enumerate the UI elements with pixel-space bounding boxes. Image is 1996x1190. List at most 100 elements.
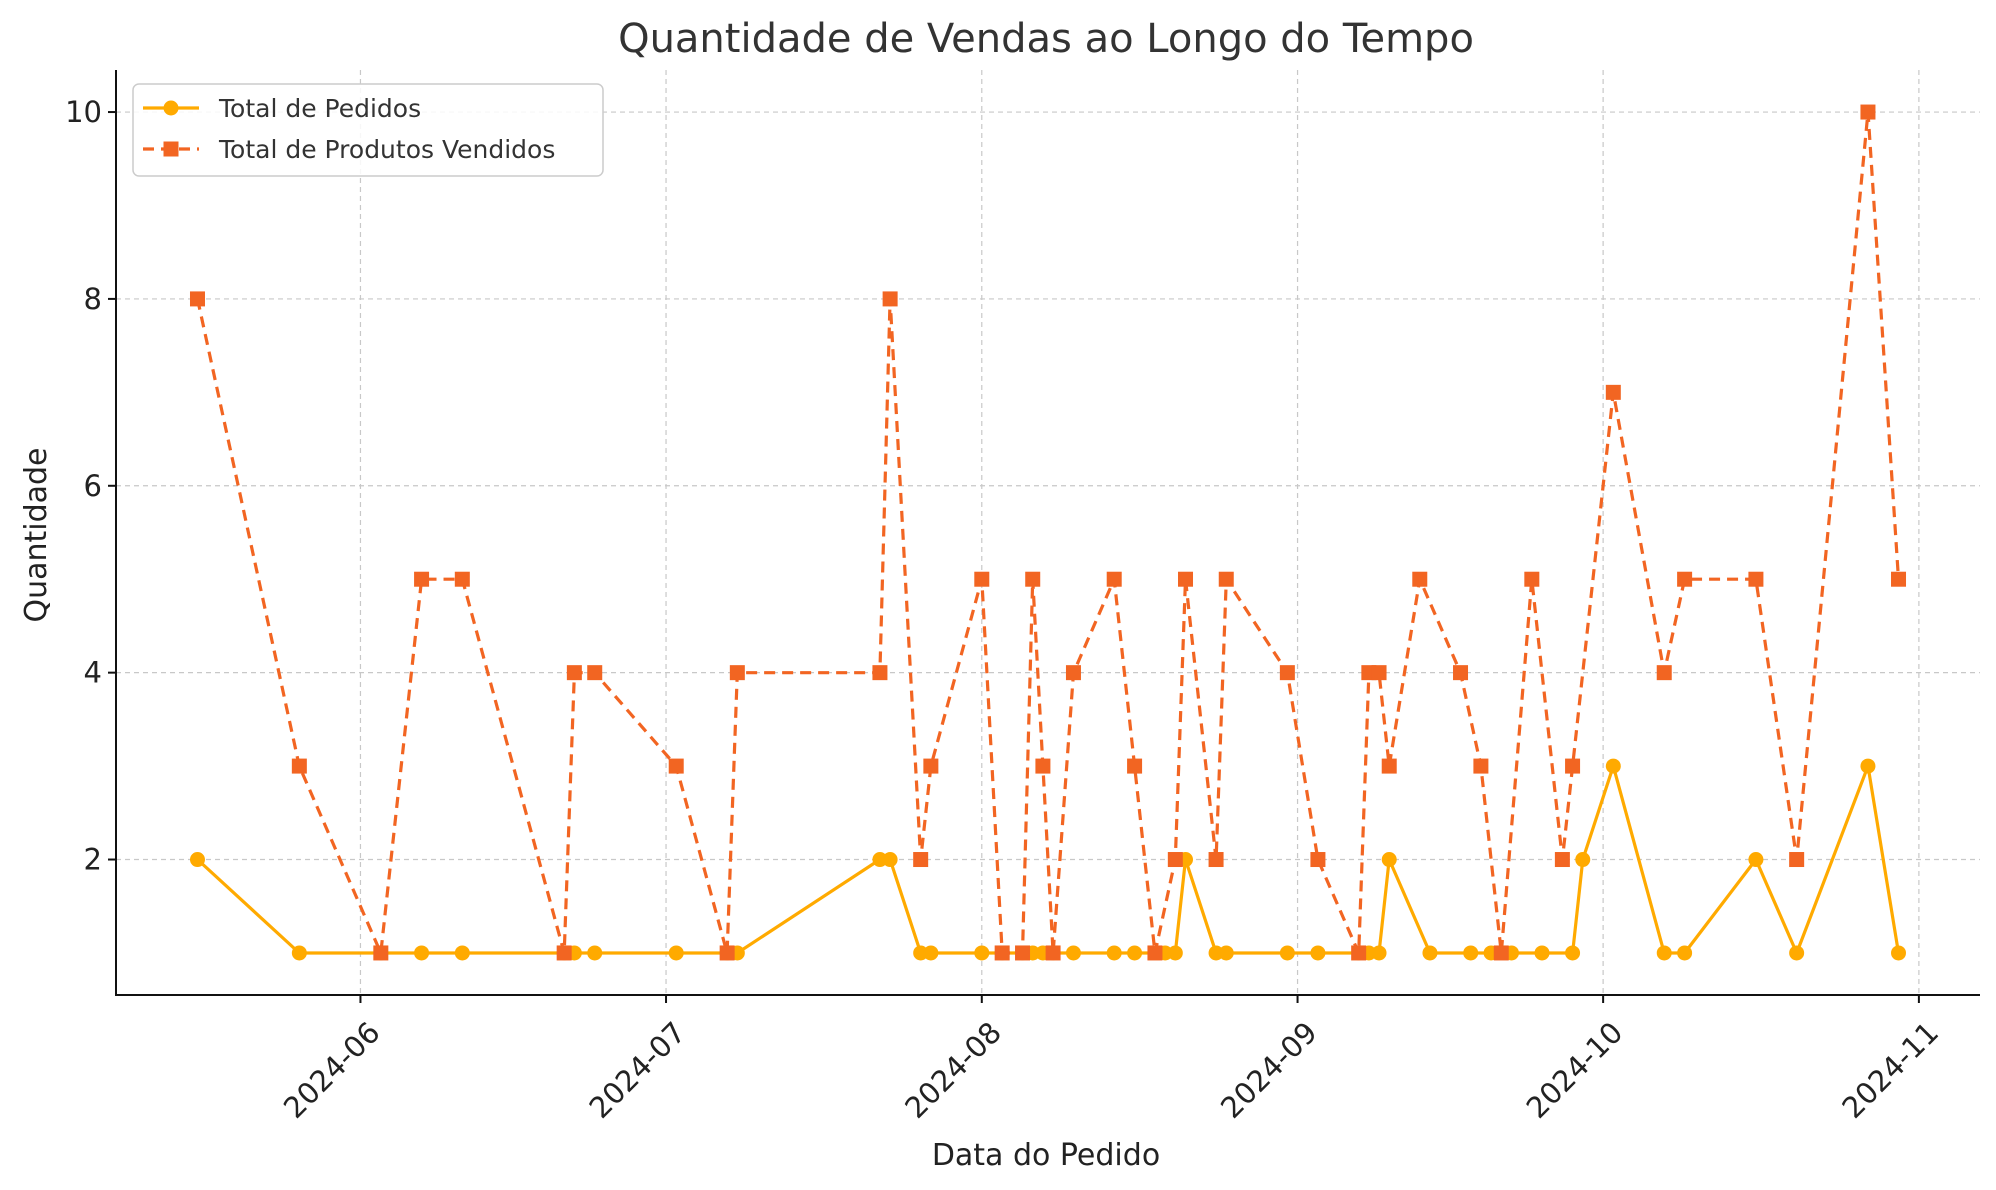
- y-tick-label: 2: [84, 843, 102, 877]
- data-point-square: [1860, 104, 1876, 120]
- data-point-square: [1891, 571, 1907, 587]
- grid: [116, 70, 1980, 995]
- data-point-square: [587, 665, 603, 681]
- series-layer: [189, 104, 1907, 961]
- axis-spines: [115, 70, 1980, 996]
- data-point-square: [1565, 758, 1581, 774]
- x-axis-label: Data do Pedido: [932, 1138, 1160, 1173]
- data-point-square: [882, 291, 898, 307]
- data-point-square: [1167, 852, 1183, 868]
- x-tick-label: 2024-07: [583, 1015, 693, 1125]
- data-point-circle: [1891, 945, 1907, 961]
- data-point-circle: [1656, 945, 1672, 961]
- data-point-circle: [1422, 945, 1438, 961]
- data-point-circle: [1748, 852, 1764, 868]
- data-point-circle: [1279, 945, 1295, 961]
- x-tick-label: 2024-08: [898, 1015, 1008, 1125]
- data-point-square: [1748, 571, 1764, 587]
- data-point-circle: [1127, 945, 1143, 961]
- data-point-circle: [1463, 945, 1479, 961]
- data-point-circle: [454, 945, 470, 961]
- y-tick-label: 6: [84, 469, 102, 503]
- data-point-square: [719, 945, 735, 961]
- axes: 2 4 6 8 10 2024-06 2024-07 2024-08 2024-09 2024-1…: [65, 70, 1980, 1125]
- data-point-square: [1279, 665, 1295, 681]
- y-tick-label: 4: [84, 656, 102, 690]
- data-point-square: [1473, 758, 1489, 774]
- data-point-square: [923, 758, 939, 774]
- data-point-square: [1035, 758, 1051, 774]
- data-point-square: [1453, 665, 1469, 681]
- data-point-square: [974, 571, 990, 587]
- y-axis-label: Quantidade: [19, 447, 54, 622]
- data-point-square: [1493, 945, 1509, 961]
- data-point-square: [1789, 852, 1805, 868]
- data-point-square: [1524, 571, 1540, 587]
- data-point-square: [994, 945, 1010, 961]
- x-tick-label: 2024-06: [277, 1015, 387, 1125]
- legend: Total de Pedidos Total de Produtos Vendid…: [132, 83, 604, 177]
- data-point-circle: [189, 852, 205, 868]
- data-point-circle: [1565, 945, 1581, 961]
- data-point-square: [1025, 571, 1041, 587]
- y-tick-label: 8: [84, 282, 102, 316]
- data-point-circle: [587, 945, 603, 961]
- series-line-2: [195, 110, 1901, 955]
- data-point-square: [1065, 665, 1081, 681]
- data-point-square: [373, 945, 389, 961]
- data-point-circle: [291, 945, 307, 961]
- legend-box: [132, 83, 604, 177]
- data-point-circle: [1218, 945, 1234, 961]
- data-point-square: [1045, 945, 1061, 961]
- data-point-circle: [1310, 945, 1326, 961]
- data-point-circle: [414, 945, 430, 961]
- data-point-square: [189, 291, 205, 307]
- data-point-square: [1310, 852, 1326, 868]
- data-point-circle: [1575, 852, 1591, 868]
- chart-title: Quantidade de Vendas ao Longo do Tempo: [618, 16, 1474, 62]
- data-point-square: [1208, 852, 1224, 868]
- data-point-square: [872, 665, 888, 681]
- legend-marker-square: [163, 141, 179, 157]
- data-point-square: [729, 665, 745, 681]
- data-point-square: [1677, 571, 1693, 587]
- data-point-square: [1351, 945, 1367, 961]
- legend-label: Total de Produtos Vendidos: [218, 135, 555, 164]
- data-point-circle: [974, 945, 990, 961]
- legend-label: Total de Pedidos: [218, 94, 421, 123]
- data-point-square: [1218, 571, 1234, 587]
- x-tick-label: 2024-09: [1214, 1015, 1324, 1125]
- x-tick-label: 2024-11: [1835, 1015, 1945, 1125]
- data-point-circle: [1605, 758, 1621, 774]
- data-point-circle: [668, 945, 684, 961]
- data-point-circle: [1677, 945, 1693, 961]
- data-point-circle: [1167, 945, 1183, 961]
- data-point-circle: [1534, 945, 1550, 961]
- data-point-circle: [1860, 758, 1876, 774]
- data-point-square: [913, 852, 929, 868]
- data-point-square: [668, 758, 684, 774]
- data-point-circle: [1106, 945, 1122, 961]
- data-point-circle: [1371, 945, 1387, 961]
- data-point-circle: [1381, 852, 1397, 868]
- data-point-circle: [1065, 945, 1081, 961]
- data-point-circle: [882, 852, 898, 868]
- data-point-square: [1106, 571, 1122, 587]
- data-point-square: [1147, 945, 1163, 961]
- data-point-square: [414, 571, 430, 587]
- data-point-square: [1656, 665, 1672, 681]
- data-point-circle: [1789, 945, 1805, 961]
- data-point-square: [1554, 852, 1570, 868]
- data-point-square: [1371, 665, 1387, 681]
- data-point-square: [454, 571, 470, 587]
- data-point-square: [291, 758, 307, 774]
- y-tick-label: 10: [65, 95, 102, 129]
- data-point-square: [556, 945, 572, 961]
- data-point-square: [1412, 571, 1428, 587]
- data-point-square: [1178, 571, 1194, 587]
- data-point-circle: [923, 945, 939, 961]
- data-point-square: [1015, 945, 1031, 961]
- data-point-square: [566, 665, 582, 681]
- data-point-square: [1127, 758, 1143, 774]
